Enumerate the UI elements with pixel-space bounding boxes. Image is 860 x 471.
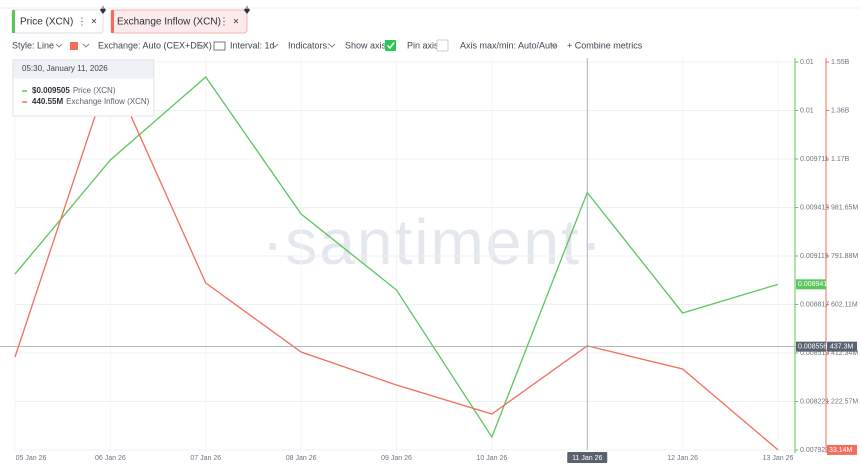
tab-close[interactable]: × bbox=[233, 17, 239, 28]
y-tick-label: 0.008519 bbox=[800, 350, 829, 357]
crosshair-y2-label: 437.3M bbox=[830, 343, 854, 350]
tooltip-value: $0.009505 bbox=[32, 86, 70, 95]
x-tick-label: 10 Jan 26 bbox=[477, 455, 508, 462]
tab-inflow[interactable]: Exchange Inflow (XCN) ⋮ × bbox=[110, 6, 250, 34]
x-tick-label: 06 Jan 26 bbox=[95, 455, 126, 462]
axis-minmax-select[interactable]: Axis max/min: Auto/Auto bbox=[460, 40, 558, 50]
tab-price[interactable]: Price (XCN) ⋮ × bbox=[11, 6, 106, 34]
tooltip-name: Price (XCN) bbox=[73, 86, 116, 95]
show-axis-label[interactable]: Show axis bbox=[345, 40, 387, 50]
tooltip-title: 05:30, January 11, 2026 bbox=[22, 64, 108, 73]
x-tick-label: 08 Jan 26 bbox=[286, 455, 317, 462]
color-swatch[interactable] bbox=[70, 42, 78, 50]
tooltip-name: Exchange Inflow (XCN) bbox=[66, 97, 149, 106]
y2-tick-label: 1.36B bbox=[831, 107, 850, 114]
crosshair-y2-badge bbox=[827, 341, 857, 352]
y2-tick-label: 791.88M bbox=[831, 253, 858, 260]
series-line bbox=[14, 68, 779, 451]
combine-metrics[interactable]: + Combine metrics bbox=[567, 40, 643, 50]
show-axis-checkbox[interactable] bbox=[385, 40, 396, 51]
y2-tick-label: 981.65M bbox=[831, 204, 858, 211]
x-tick-label: 09 Jan 26 bbox=[381, 455, 412, 462]
y-tick-label: 0.008817 bbox=[800, 301, 829, 308]
crosshair-y-badge bbox=[796, 341, 826, 352]
tab-menu[interactable]: ⋮ bbox=[219, 17, 229, 28]
x-tick-label: 05 Jan 26 bbox=[16, 455, 47, 462]
y-tick-label: 0.01 bbox=[800, 107, 814, 114]
last-value-label: 33.14M bbox=[829, 447, 853, 454]
tooltip-value: 440.55M bbox=[32, 97, 63, 106]
x-tick-label: 12 Jan 26 bbox=[667, 455, 698, 462]
y-tick-label: 0.01 bbox=[800, 59, 814, 66]
y2-tick-label: 412.34M bbox=[831, 350, 858, 357]
y-tick-label: 0.009115 bbox=[800, 253, 829, 260]
x-tick-label: 11 Jan 26 bbox=[572, 455, 602, 462]
overlay: 0.008558 437.3M 0.008941 33.14M 05:30, Janua… bbox=[0, 58, 857, 455]
y2-tick-label: 222.57M bbox=[831, 398, 858, 405]
y2-tick-label: 1.55B bbox=[831, 59, 850, 66]
watermark: ·santiment· bbox=[262, 206, 604, 278]
exchange-select[interactable]: Exchange: Auto (CEX+DEX) bbox=[98, 40, 212, 50]
crosshair-y-label: 0.008558 bbox=[798, 343, 827, 350]
y-tick-label: 0.008221 bbox=[800, 398, 829, 405]
y2-tick-label: 1.17B bbox=[831, 156, 850, 163]
tab-label: Exchange Inflow (XCN) bbox=[117, 17, 221, 28]
tab-label: Price (XCN) bbox=[20, 17, 73, 28]
series-line bbox=[14, 76, 779, 439]
pin-axis-checkbox[interactable] bbox=[436, 39, 449, 52]
indicators-select[interactable]: Indicators: bbox=[288, 40, 330, 50]
calendar-icon bbox=[213, 41, 226, 51]
x-tick-label: 13 Jan 26 bbox=[763, 455, 794, 462]
plot: 0.007923 0.008221 0.008519 0.008817 0.009115… bbox=[0, 7, 860, 463]
last-value-badge bbox=[796, 279, 826, 290]
y-tick-label: 0.009413 bbox=[800, 204, 829, 211]
tab-close[interactable]: × bbox=[91, 17, 97, 28]
pin-axis-label[interactable]: Pin axis bbox=[407, 40, 439, 50]
tab-menu[interactable]: ⋮ bbox=[77, 17, 87, 28]
y2-tick-label: 602.11M bbox=[831, 301, 858, 308]
interval-select[interactable]: Interval: 1d bbox=[230, 40, 275, 50]
y-tick-label: 0.009711 bbox=[800, 156, 829, 163]
last-value-badge bbox=[827, 444, 857, 455]
x-tick-label: 07 Jan 26 bbox=[190, 455, 221, 462]
y-tick-label: 0.007923 bbox=[800, 447, 829, 454]
tooltip-header bbox=[13, 60, 154, 79]
toolbar: Style: Line Exchange: Auto (CEX+DEX) Int… bbox=[12, 39, 643, 52]
x-tick-highlight bbox=[567, 452, 608, 463]
style-select[interactable]: Style: Line bbox=[12, 40, 54, 50]
last-value-label: 0.008941 bbox=[798, 281, 827, 288]
